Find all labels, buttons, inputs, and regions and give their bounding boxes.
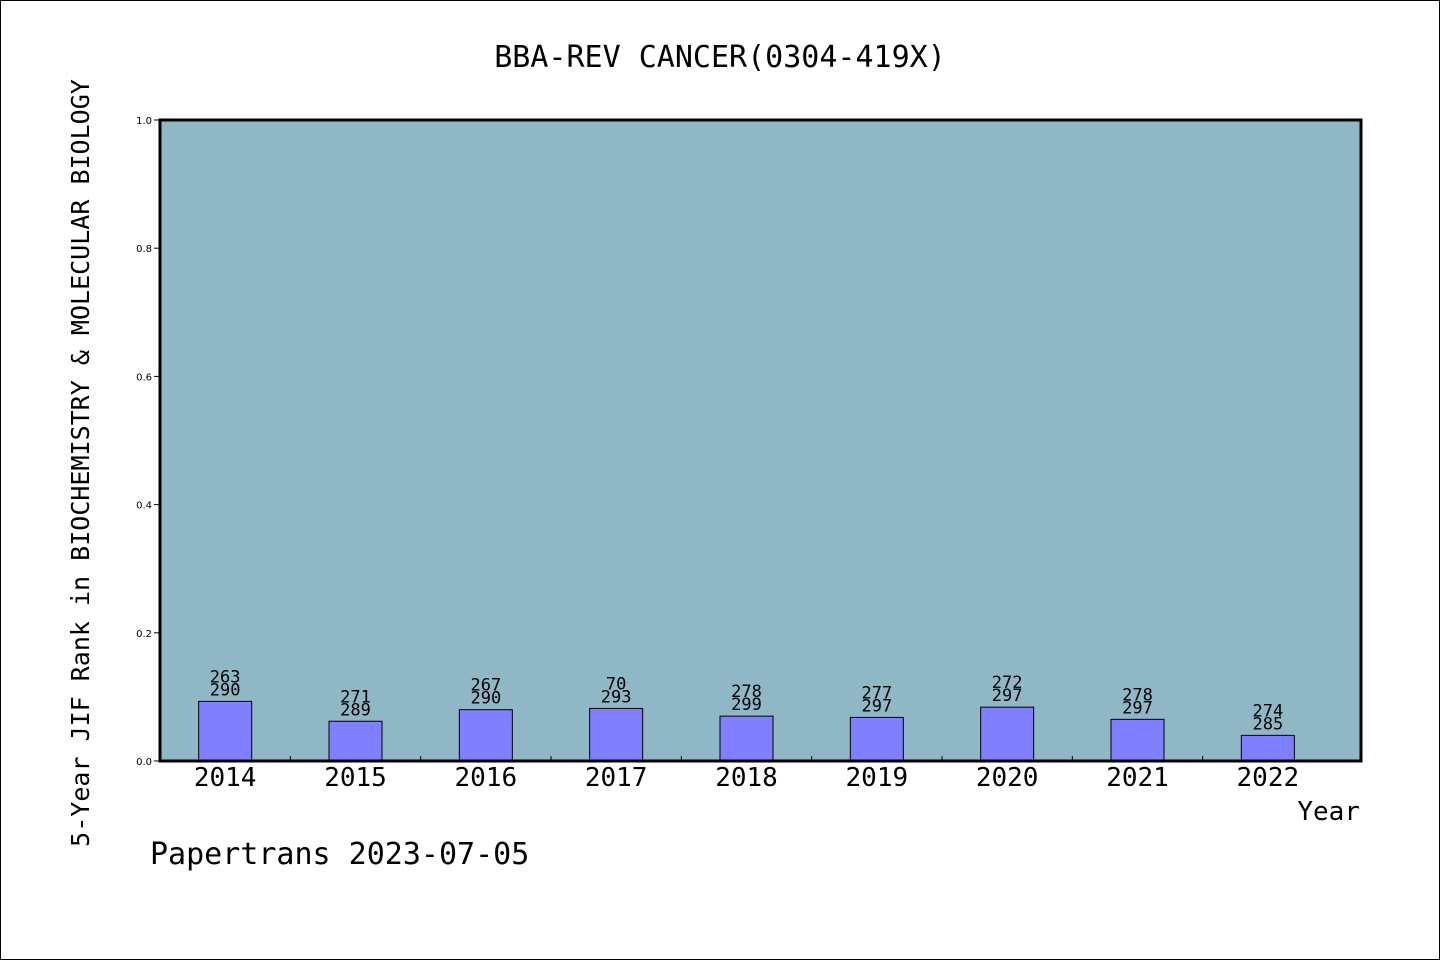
bar-label-bottom: 297 (1122, 698, 1153, 718)
y-tick-label: 0.0 (136, 757, 152, 768)
bar-label-top: 263 (210, 667, 241, 687)
bar-2021 (1110, 718, 1165, 762)
bar-label-bottom: 293 (601, 687, 632, 707)
x-tick-label: 2015 (324, 763, 387, 793)
bar-label-bottom: 299 (731, 695, 762, 715)
bar-2020 (980, 706, 1035, 762)
y-tick-label: 0.8 (136, 244, 152, 255)
y-tick-label: 0.2 (136, 629, 152, 640)
bar-2017 (589, 707, 644, 762)
bar-label-top: 271 (340, 687, 371, 707)
y-axis-label: 5-Year JIF Rank in BIOCHEMISTRY & MOLECU… (66, 79, 95, 847)
bar-2018 (719, 715, 774, 762)
watermark-text: Papertrans 2023-07-05 (150, 837, 529, 872)
x-tick-label: 2018 (715, 763, 778, 793)
bar-2022 (1240, 734, 1295, 762)
bar-label-bottom: 297 (861, 696, 892, 716)
x-tick-label: 2017 (585, 763, 648, 793)
bar-2015 (328, 720, 383, 762)
bar-label-bottom: 297 (992, 686, 1023, 706)
y-tick-label: 1.0 (136, 116, 152, 127)
y-tick-label: 0.6 (136, 372, 152, 383)
x-axis-label: Year (1297, 797, 1360, 827)
x-tick-label: 2019 (846, 763, 909, 793)
bar-label-bottom: 285 (1252, 714, 1283, 734)
y-axis-ticks: 0.0 0.2 0.4 0.6 0.8 1.0 (136, 116, 160, 768)
plot-border (158, 118, 1363, 763)
bar-label-bottom: 289 (340, 700, 371, 720)
x-tick-label: 2022 (1237, 763, 1300, 793)
bar-label-bottom: 290 (470, 689, 501, 709)
bar-label-top: 70 (606, 674, 626, 694)
x-tick-label: 2016 (455, 763, 518, 793)
bar-group (198, 700, 1295, 762)
bar-label-top: 272 (992, 673, 1023, 693)
x-tick-label: 2014 (194, 763, 257, 793)
bar-label-top: 277 (861, 683, 892, 703)
bar-2014 (198, 700, 253, 762)
bar-label-top: 278 (731, 682, 762, 702)
x-tick-label: 2020 (976, 763, 1039, 793)
bar-2019 (849, 716, 904, 762)
x-tick-label: 2021 (1106, 763, 1169, 793)
y-tick-label: 0.4 (136, 501, 152, 512)
bar-label-bottom: 290 (210, 680, 241, 700)
x-axis-ticks: 2014 2015 2016 2017 2018 2019 2020 2021 2022 (194, 756, 1299, 793)
chart-title: BBA-REV CANCER(0304-419X) (494, 40, 946, 75)
bar-label-top: 278 (1122, 685, 1153, 705)
bar-label-top: 267 (470, 676, 501, 696)
bar-2016 (458, 709, 513, 762)
bar-label-top: 274 (1252, 701, 1283, 721)
plot-area (160, 120, 1361, 761)
